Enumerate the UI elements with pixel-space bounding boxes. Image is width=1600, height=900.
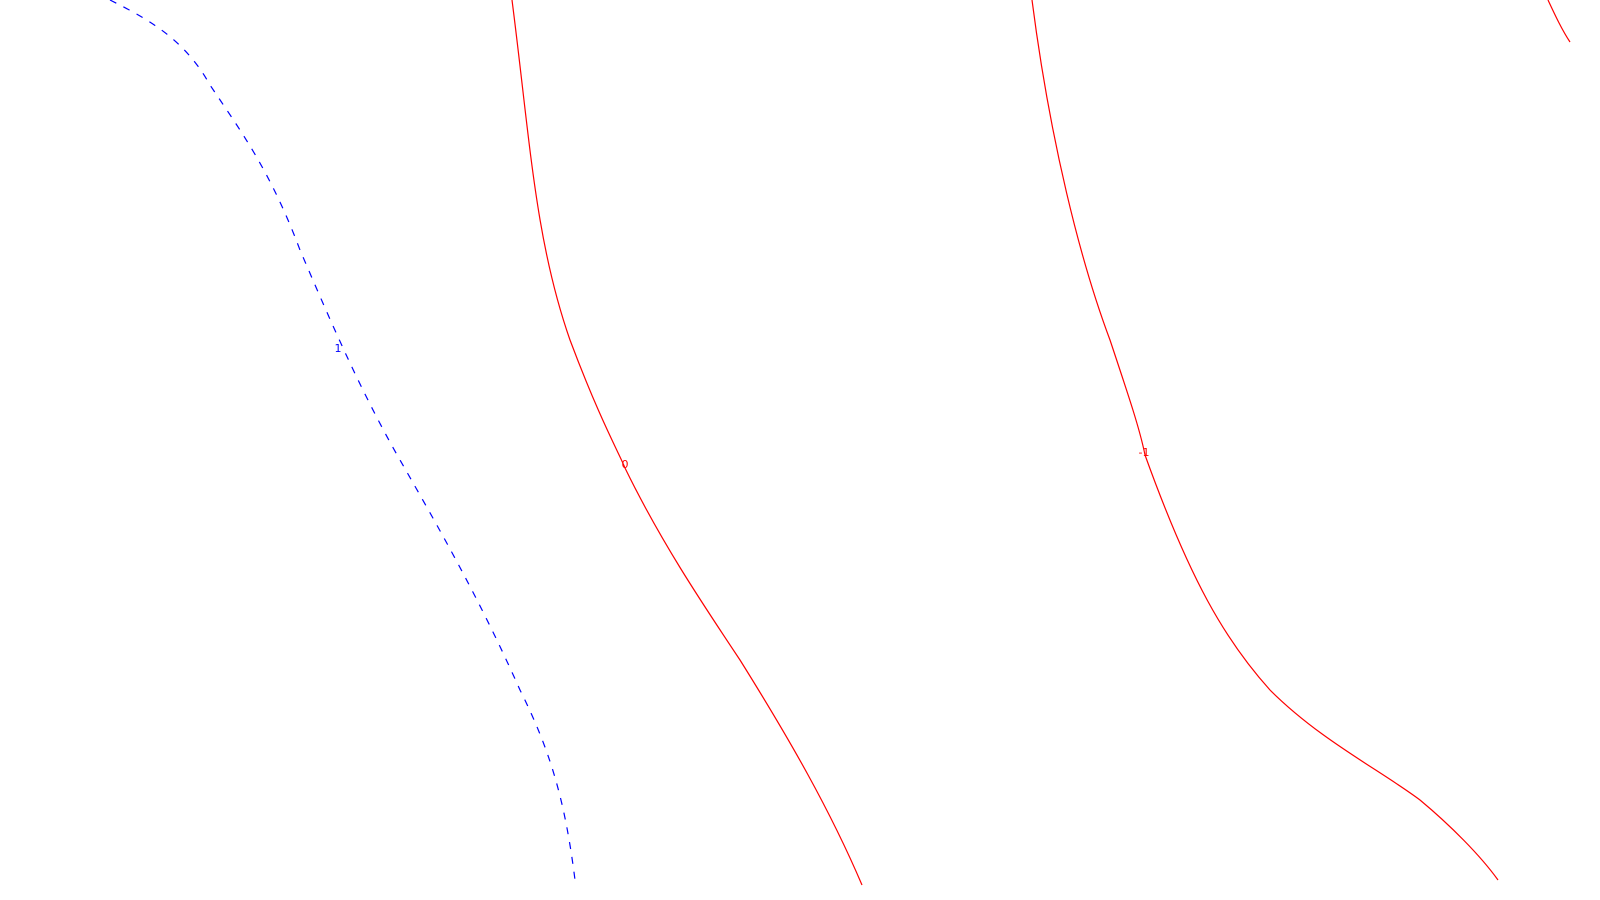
contour-level-edge (1547, 0, 1571, 43)
contour-label-minus-1: -1 (1139, 446, 1150, 459)
contour-level-0: 0 (511, 0, 863, 886)
contour-line-edge (1547, 0, 1571, 43)
contour-line-minus-1 (1031, 0, 1499, 881)
contour-level-1: 1 (109, 0, 576, 881)
contour-level-minus-1: -1 (1031, 0, 1499, 881)
contour-line-1 (109, 0, 576, 881)
contour-label-0: 0 (622, 458, 629, 471)
contour-line-0 (511, 0, 863, 886)
contour-label-1: 1 (335, 342, 342, 355)
